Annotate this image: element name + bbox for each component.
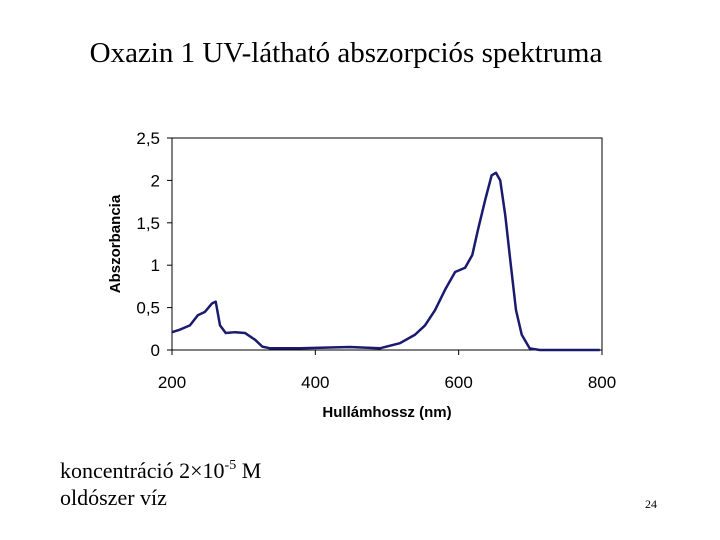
x-axis-label: Hullámhossz (nm) — [322, 404, 451, 421]
x-tick-label: 200 — [158, 373, 186, 392]
y-tick-label: 1,5 — [136, 214, 160, 233]
y-tick-label: 2 — [151, 171, 160, 190]
x-tick-label: 600 — [444, 373, 472, 392]
note-line: oldószer víz — [60, 485, 167, 510]
page-number: 24 — [645, 497, 657, 511]
spectrum-line — [171, 171, 600, 352]
y-tick-label: 1 — [151, 256, 160, 275]
note-superscript: -5 — [225, 458, 237, 473]
y-tick-label: 2,5 — [136, 129, 160, 148]
note-unit: M — [236, 458, 261, 483]
x-tick-label: 400 — [301, 373, 329, 392]
note-line: koncentráció 2×10-5 M — [60, 458, 261, 483]
plot-area — [171, 137, 603, 351]
y-axis-label: Abszorbancia — [107, 194, 124, 293]
y-tick-label: 0 — [151, 341, 160, 360]
y-tick-label: 0,5 — [136, 299, 160, 318]
note-text: koncentráció 2×10 — [60, 458, 225, 483]
x-tick-label: 800 — [588, 373, 616, 392]
chart-title: Oxazin 1 UV-látható abszorpciós spektrum… — [90, 37, 603, 69]
